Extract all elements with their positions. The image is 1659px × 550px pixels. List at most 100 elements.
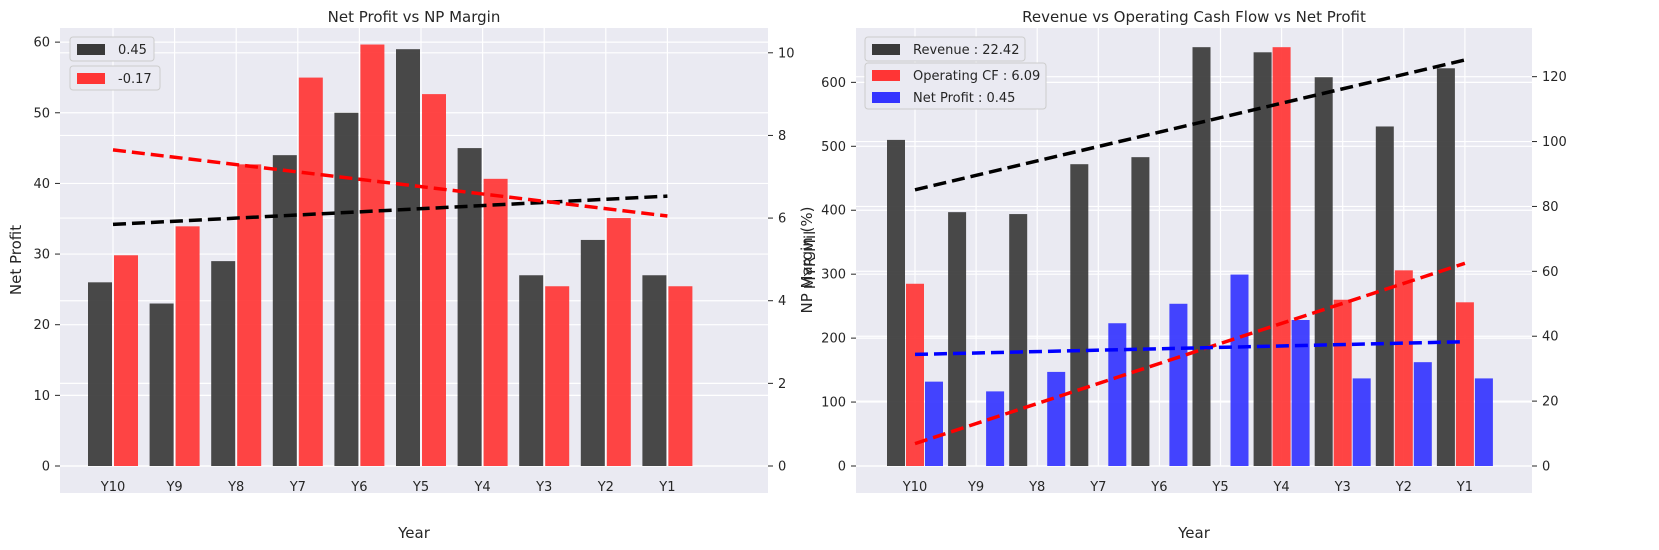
trendlines <box>112 148 668 227</box>
bar-right <box>986 391 1005 466</box>
y-tick-label: 10 <box>33 389 50 404</box>
y2-tick-label: 0 <box>1542 460 1550 475</box>
bar-left <box>580 239 605 466</box>
bar-left <box>519 275 544 466</box>
y2-tick-label: 120 <box>1542 70 1567 85</box>
x-tick-label: Y10 <box>902 480 927 495</box>
bar-left <box>1314 77 1333 466</box>
bar-left <box>1455 302 1474 466</box>
bar-right <box>1413 362 1432 466</box>
bar-right <box>1291 320 1310 466</box>
trendlines <box>914 58 1466 446</box>
bar-right <box>422 94 446 466</box>
bar-left <box>1131 157 1150 466</box>
legend-label: Revenue : 22.42 <box>913 43 1019 58</box>
bar-right <box>1047 371 1066 466</box>
x-tick-label: Y9 <box>165 480 182 495</box>
bar-right <box>1108 323 1127 466</box>
x-tick-label: Y7 <box>1089 480 1106 495</box>
y2-tick-label: 0 <box>778 460 786 475</box>
y2-axis-label: NP Margin (%) <box>798 207 816 314</box>
bars <box>887 47 1493 467</box>
legend-series-1: 0.45 <box>69 36 155 62</box>
x-axis-label: Year <box>1177 524 1211 542</box>
bar-right <box>114 255 138 466</box>
y2-tick-label: 100 <box>1542 135 1567 150</box>
bar-right <box>1169 303 1188 466</box>
x-tick-label: Y9 <box>967 480 984 495</box>
y-tick-label: 40 <box>33 177 50 192</box>
x-tick-label: Y3 <box>535 480 552 495</box>
bar-left <box>272 155 297 466</box>
trendline <box>914 339 1465 357</box>
x-tick-labels: Y10 Y9 Y8 Y7 Y6 Y5 Y4 Y3 Y2 Y1 <box>100 480 676 495</box>
y2-tick-label: 4 <box>778 294 786 309</box>
y-tick-label: 60 <box>33 36 50 51</box>
y-tick-label: 0 <box>838 460 846 475</box>
trendline <box>112 148 668 218</box>
x-tick-labels: Y10 Y9 Y8 Y7 Y6 Y5 Y4 Y3 Y2 Y1 <box>902 480 1473 495</box>
legend-label: Operating CF : 6.09 <box>913 69 1040 84</box>
bar-left <box>1253 52 1272 466</box>
legend-label: 0.45 <box>118 43 147 58</box>
bar-left <box>948 212 967 466</box>
y2-tick-label: 2 <box>778 377 786 392</box>
x-tick-label: Y1 <box>1456 480 1473 495</box>
bar-right <box>483 178 508 467</box>
bar-right <box>606 218 631 466</box>
bar-left <box>1009 214 1028 466</box>
bar-right <box>175 226 200 466</box>
y-tick-label: 0 <box>42 460 50 475</box>
legend-series-2: -0.17 <box>69 65 161 91</box>
x-tick-label: Y4 <box>1272 480 1289 495</box>
x-tick-label: Y3 <box>1334 480 1351 495</box>
legend-box <box>864 36 1026 62</box>
bar-left <box>1272 47 1291 466</box>
legend-box <box>864 62 1047 110</box>
legend-swatch <box>872 70 900 81</box>
y-tick-label: 100 <box>821 396 846 411</box>
y2-tick-label: 80 <box>1542 200 1559 215</box>
bar-left <box>1436 68 1455 467</box>
y2-tick-label: 40 <box>1542 330 1559 345</box>
bar-left <box>887 139 905 466</box>
y2-tick-label: 6 <box>778 212 786 227</box>
bar-left <box>1333 299 1352 466</box>
y-axis-label: Net Profit <box>7 225 25 295</box>
bar-left <box>1070 164 1089 466</box>
bar-left <box>1375 126 1394 467</box>
bar-left <box>149 303 174 466</box>
bar-left <box>906 283 924 466</box>
y-tick-label: 400 <box>821 204 846 219</box>
bar-right <box>360 44 385 467</box>
y2-tick-label: 8 <box>778 129 786 144</box>
y-tick-label: 300 <box>821 268 846 283</box>
legend-label: -0.17 <box>118 72 152 87</box>
legend-swatch <box>77 73 105 84</box>
x-tick-label: Y5 <box>1211 480 1228 495</box>
legend: Revenue : 22.42 Operating CF : 6.09 Net … <box>864 36 1047 110</box>
x-tick-label: Y8 <box>227 480 244 495</box>
bar-right <box>1352 378 1371 466</box>
x-tick-label: Y2 <box>597 480 614 495</box>
legend-swatch <box>77 44 105 55</box>
x-tick-label: Y10 <box>100 480 125 495</box>
bar-left <box>1192 47 1211 466</box>
bar-right <box>1474 378 1493 466</box>
x-tick-label: Y5 <box>412 480 429 495</box>
y-tick-label: 20 <box>33 318 50 333</box>
bar-left <box>1394 270 1413 466</box>
y2-tick-label: 60 <box>1542 265 1559 280</box>
x-tick-label: Y6 <box>1150 480 1167 495</box>
bar-left <box>642 275 667 466</box>
chart-title: Net Profit vs NP Margin <box>328 8 501 26</box>
x-tick-label: Y1 <box>658 480 675 495</box>
bar-right <box>668 286 693 466</box>
y-tick-label: 30 <box>33 248 50 263</box>
bar-left <box>457 148 482 466</box>
trendline <box>112 194 668 227</box>
y2-tick-labels: 0 20 40 60 80 100 120 <box>1532 70 1567 475</box>
bar-right <box>298 77 323 467</box>
